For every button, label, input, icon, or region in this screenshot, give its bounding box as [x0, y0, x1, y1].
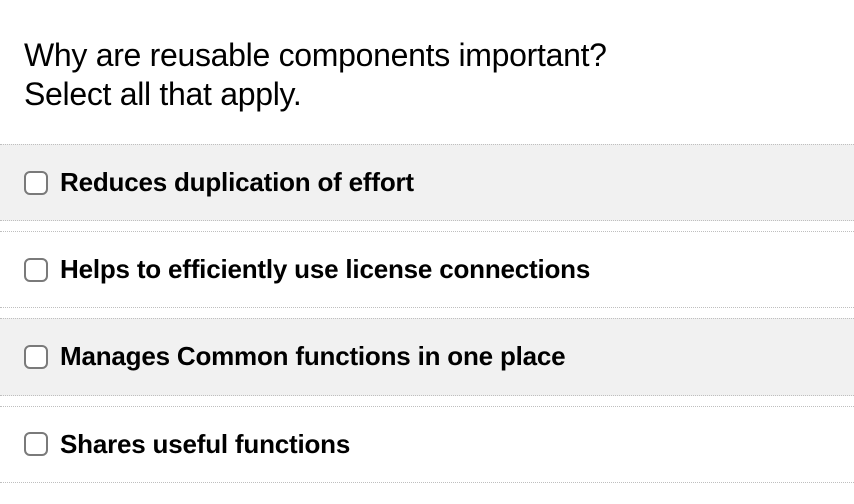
option-label: Reduces duplication of effort	[60, 167, 414, 198]
question-prompt-line2: Select all that apply.	[24, 76, 301, 112]
option-row[interactable]: Reduces duplication of effort	[0, 144, 854, 221]
checkbox-icon[interactable]	[24, 258, 48, 282]
option-label: Manages Common functions in one place	[60, 341, 565, 372]
option-label: Helps to efficiently use license connect…	[60, 254, 590, 285]
option-row[interactable]: Shares useful functions	[0, 406, 854, 483]
checkbox-icon[interactable]	[24, 432, 48, 456]
question-prompt-line1: Why are reusable components important?	[24, 37, 607, 73]
checkbox-icon[interactable]	[24, 345, 48, 369]
options-list: Reduces duplication of effort Helps to e…	[0, 144, 854, 483]
option-row[interactable]: Helps to efficiently use license connect…	[0, 231, 854, 308]
checkbox-icon[interactable]	[24, 171, 48, 195]
option-row[interactable]: Manages Common functions in one place	[0, 318, 854, 395]
question-prompt: Why are reusable components important? S…	[24, 36, 830, 114]
option-label: Shares useful functions	[60, 429, 350, 460]
question-block: Why are reusable components important? S…	[0, 0, 854, 144]
